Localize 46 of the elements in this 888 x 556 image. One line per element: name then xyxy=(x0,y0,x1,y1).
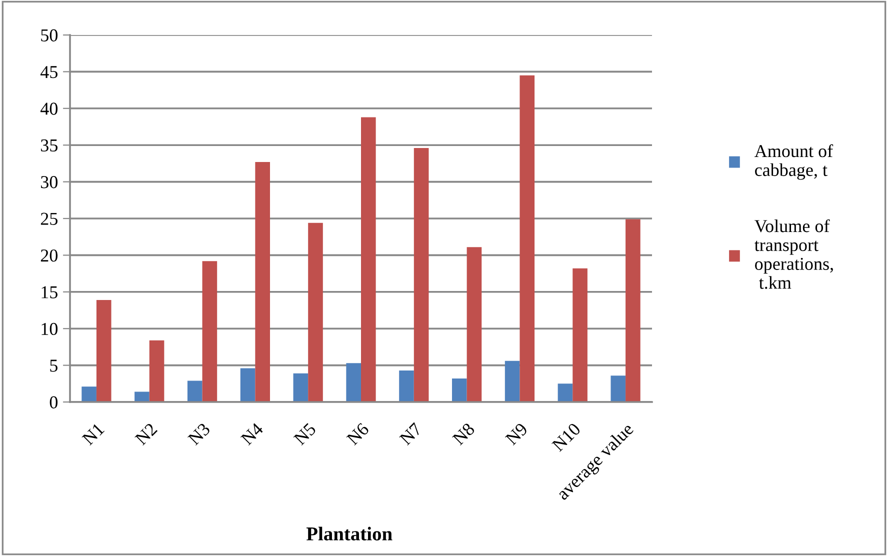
bar xyxy=(504,360,520,402)
y-tick-label: 5 xyxy=(50,360,58,372)
x-tick-label: N6 xyxy=(346,422,370,446)
bar xyxy=(202,261,218,402)
y-tick-label: 0 xyxy=(50,396,58,408)
x-tick-label: N2 xyxy=(134,422,158,446)
x-tick-label: N1 xyxy=(82,422,105,446)
bar xyxy=(149,340,164,402)
bar xyxy=(96,300,112,402)
y-tick-label: 10 xyxy=(42,322,58,336)
y-tick-label: 50 xyxy=(41,29,58,42)
x-tick-label: N10 xyxy=(551,422,582,452)
bar xyxy=(293,373,308,402)
bar xyxy=(572,268,588,402)
y-tick-label: 15 xyxy=(42,286,58,298)
bar xyxy=(452,378,467,402)
bar xyxy=(558,384,573,402)
x-tick-label: N7 xyxy=(399,422,422,446)
bar xyxy=(240,368,256,402)
bar xyxy=(399,370,414,402)
bar xyxy=(610,376,626,402)
bar xyxy=(82,386,96,402)
bar xyxy=(361,117,376,402)
x-tick-label: N8 xyxy=(452,422,476,446)
bar xyxy=(308,222,323,402)
x-tick-label: N4 xyxy=(240,422,264,446)
bar xyxy=(187,380,202,402)
bar xyxy=(134,392,150,402)
bar xyxy=(520,75,535,402)
x-tick-label: N5 xyxy=(293,422,317,446)
y-tick-label: 45 xyxy=(40,66,58,78)
y-tick-label: 35 xyxy=(41,139,58,152)
x-axis-title: Plantation xyxy=(306,526,392,540)
y-tick-label: 40 xyxy=(40,102,58,115)
y-tick-label: 30 xyxy=(41,176,58,188)
y-tick-label: 25 xyxy=(40,212,58,225)
bar xyxy=(466,247,482,402)
bar xyxy=(346,363,361,402)
legend-label: Amount of cabbage, t xyxy=(754,144,834,180)
y-tick-label: 20 xyxy=(40,249,58,262)
bar xyxy=(626,219,640,402)
x-tick-label: N9 xyxy=(504,422,528,446)
x-tick-label: N3 xyxy=(187,422,211,446)
legend-label: Volume of transport operations, t.km xyxy=(754,219,833,289)
bar xyxy=(414,148,429,402)
bar xyxy=(255,162,270,402)
